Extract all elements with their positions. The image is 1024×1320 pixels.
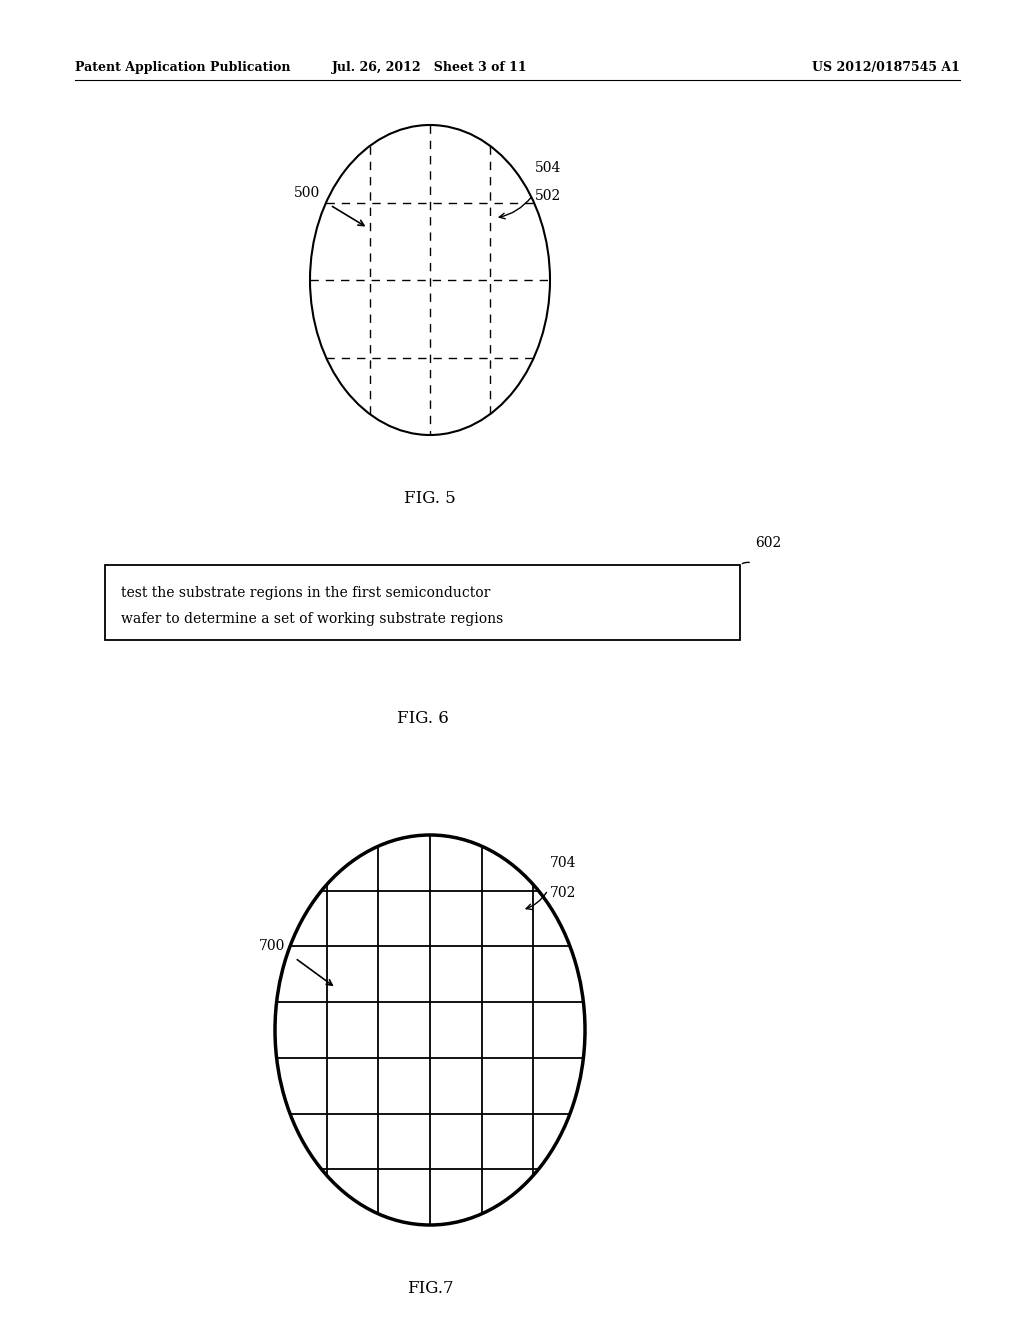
Text: 500: 500	[294, 186, 319, 201]
Text: 704: 704	[550, 855, 577, 870]
Text: 700: 700	[259, 939, 285, 953]
Text: test the substrate regions in the first semiconductor: test the substrate regions in the first …	[121, 586, 490, 601]
Text: 702: 702	[550, 886, 577, 900]
Text: US 2012/0187545 A1: US 2012/0187545 A1	[812, 62, 961, 74]
Text: wafer to determine a set of working substrate regions: wafer to determine a set of working subs…	[121, 612, 503, 626]
Text: 502: 502	[535, 189, 561, 203]
Text: FIG. 5: FIG. 5	[404, 490, 456, 507]
Text: Jul. 26, 2012   Sheet 3 of 11: Jul. 26, 2012 Sheet 3 of 11	[332, 62, 527, 74]
Text: 504: 504	[535, 161, 561, 176]
Text: 602: 602	[755, 536, 781, 550]
Bar	[105, 565, 740, 640]
Text: FIG.7: FIG.7	[407, 1280, 454, 1298]
Text: Patent Application Publication: Patent Application Publication	[75, 62, 291, 74]
Text: FIG. 6: FIG. 6	[396, 710, 449, 727]
